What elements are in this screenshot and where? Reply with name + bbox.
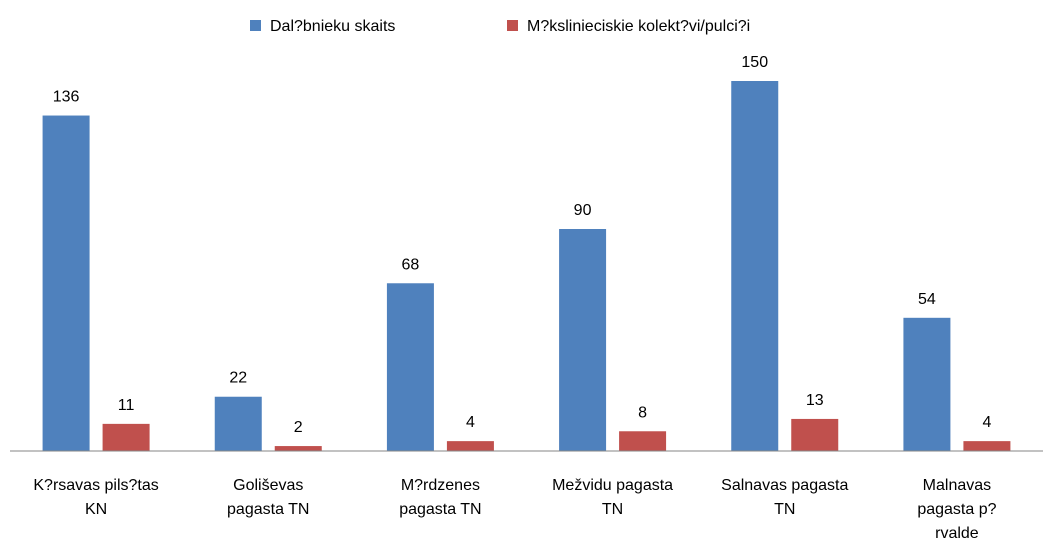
data-label: 8 xyxy=(638,404,647,421)
legend-swatch xyxy=(250,20,261,31)
bar xyxy=(559,229,607,451)
legend-label: M?kslinieciskie kolekt?vi/pulci?i xyxy=(527,18,750,35)
data-label: 136 xyxy=(53,89,80,106)
bar xyxy=(102,423,150,451)
bar xyxy=(903,317,951,451)
data-label: 22 xyxy=(229,370,247,387)
data-label: 68 xyxy=(402,256,420,273)
bar xyxy=(963,441,1011,451)
bar xyxy=(619,431,667,451)
x-tick-label: Goliševas pagasta TN xyxy=(227,477,310,518)
x-tick-label: K?rsavas pils?tas KN xyxy=(33,477,159,518)
bar xyxy=(274,446,322,451)
data-label: 4 xyxy=(466,414,475,431)
data-label: 4 xyxy=(982,414,991,431)
data-label: 2 xyxy=(294,419,303,436)
data-label: 90 xyxy=(574,202,592,219)
legend-swatch xyxy=(507,20,518,31)
data-label: 11 xyxy=(118,397,135,414)
bar xyxy=(446,441,494,451)
x-tick-label: M?rdzenes pagasta TN xyxy=(399,477,482,518)
bar xyxy=(214,396,262,451)
bar xyxy=(386,283,434,451)
x-tick-label: Salnavas pagasta TN xyxy=(721,477,849,518)
bar xyxy=(42,115,90,452)
x-tick-label: Mežvidu pagasta TN xyxy=(552,477,674,518)
legend-label: Dal?bnieku skaits xyxy=(270,18,395,35)
data-label: 13 xyxy=(806,392,824,409)
data-label: 54 xyxy=(918,291,936,308)
bar xyxy=(731,81,779,451)
bar xyxy=(791,418,839,451)
data-label: 150 xyxy=(741,54,768,71)
x-tick-label: Malnavas pagasta p?rvalde xyxy=(917,477,997,542)
